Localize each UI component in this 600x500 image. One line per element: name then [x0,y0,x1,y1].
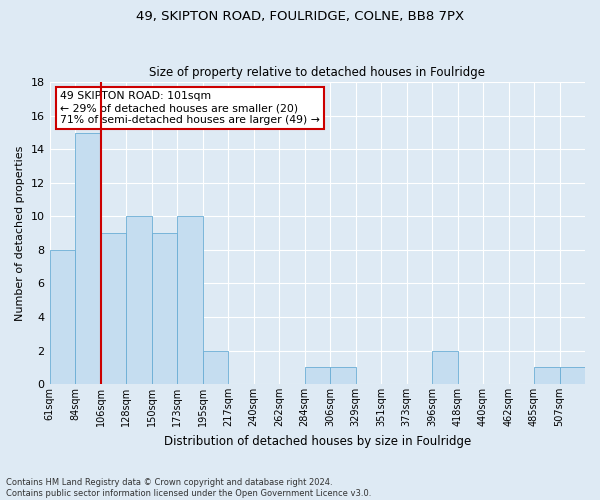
Title: Size of property relative to detached houses in Foulridge: Size of property relative to detached ho… [149,66,485,78]
Text: 49, SKIPTON ROAD, FOULRIDGE, COLNE, BB8 7PX: 49, SKIPTON ROAD, FOULRIDGE, COLNE, BB8 … [136,10,464,23]
X-axis label: Distribution of detached houses by size in Foulridge: Distribution of detached houses by size … [164,434,471,448]
Bar [101,233,126,384]
Bar [560,368,585,384]
Bar [330,368,356,384]
Bar [152,233,177,384]
Bar [75,132,101,384]
Text: 49 SKIPTON ROAD: 101sqm
← 29% of detached houses are smaller (20)
71% of semi-de: 49 SKIPTON ROAD: 101sqm ← 29% of detache… [60,92,320,124]
Bar [203,350,228,384]
Text: Contains HM Land Registry data © Crown copyright and database right 2024.
Contai: Contains HM Land Registry data © Crown c… [6,478,371,498]
Bar [534,368,560,384]
Bar [126,216,152,384]
Y-axis label: Number of detached properties: Number of detached properties [15,146,25,321]
Bar [432,350,458,384]
Bar [177,216,203,384]
Bar [305,368,330,384]
Bar [50,250,75,384]
